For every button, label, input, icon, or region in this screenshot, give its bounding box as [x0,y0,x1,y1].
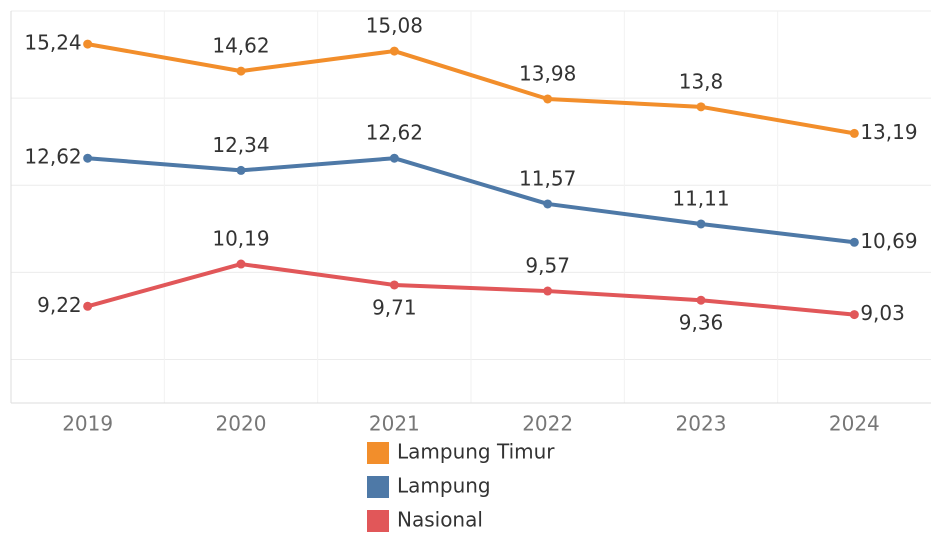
data-point [543,286,553,296]
data-point [236,165,246,175]
data-label: 14,62 [212,34,269,58]
data-label: 12,34 [212,133,269,157]
data-point [236,66,246,76]
data-label: 9,22 [37,293,82,317]
data-label: 10,69 [860,229,917,253]
x-tick-label: 2021 [369,412,420,436]
data-label: 13,8 [679,69,724,93]
data-point [696,219,706,229]
data-point [849,237,859,247]
x-tick-label: 2023 [676,412,727,436]
data-label: 12,62 [366,121,423,145]
data-point [83,301,93,311]
data-label: 9,03 [860,301,905,325]
data-label: 11,11 [672,186,729,210]
data-label: 15,24 [24,31,81,55]
data-label: 15,08 [366,14,423,38]
data-point [696,295,706,305]
data-label: 9,36 [679,311,724,335]
x-tick-label: 2022 [522,412,573,436]
data-point [849,310,859,320]
data-label: 13,19 [860,120,917,144]
legend-label: Lampung Timur [397,440,555,464]
legend-label: Lampung [397,474,491,498]
x-tick-label: 2020 [216,412,267,436]
data-label: 10,19 [212,227,269,251]
x-tick-label: 2024 [829,412,880,436]
data-point [389,153,399,163]
series-line [87,262,855,317]
data-label: 13,98 [519,61,576,85]
data-label: 11,57 [519,166,576,190]
data-label: 12,62 [24,145,81,169]
data-point [696,102,706,112]
x-tick-label: 2019 [62,412,113,436]
data-point [83,39,93,49]
data-label: 9,71 [372,295,417,319]
legend-swatch [367,510,389,532]
data-label: 9,57 [525,254,570,278]
legend-swatch [367,442,389,464]
data-point [543,94,553,104]
data-point [389,280,399,290]
data-point [389,46,399,56]
legend-label: Nasional [397,508,483,532]
series-line [87,42,855,136]
data-point [83,153,93,163]
data-point [849,128,859,138]
series-line [87,156,855,245]
legend-swatch [367,476,389,498]
data-point [236,259,246,269]
data-point [543,199,553,209]
